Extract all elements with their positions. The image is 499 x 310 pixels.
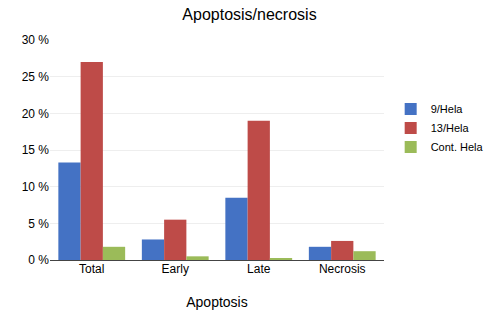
svg-text:9/Hela: 9/Hela: [431, 103, 464, 115]
svg-text:10 %: 10 %: [22, 180, 50, 194]
svg-text:Necrosis: Necrosis: [319, 262, 366, 276]
svg-text:Cont. Hela: Cont. Hela: [431, 141, 484, 153]
svg-text:0 %: 0 %: [28, 253, 49, 267]
svg-text:15 %: 15 %: [22, 143, 50, 157]
svg-text:Apoptosis: Apoptosis: [186, 294, 247, 310]
svg-text:Total: Total: [79, 262, 104, 276]
svg-text:Apoptosis/necrosis: Apoptosis/necrosis: [182, 6, 316, 23]
svg-text:Late: Late: [247, 262, 271, 276]
svg-text:Early: Early: [162, 262, 189, 276]
svg-text:25 %: 25 %: [22, 70, 50, 84]
svg-text:30 %: 30 %: [22, 33, 50, 47]
svg-text:13/Hela: 13/Hela: [431, 122, 470, 134]
svg-text:20 %: 20 %: [22, 107, 50, 121]
svg-text:5 %: 5 %: [28, 217, 49, 231]
